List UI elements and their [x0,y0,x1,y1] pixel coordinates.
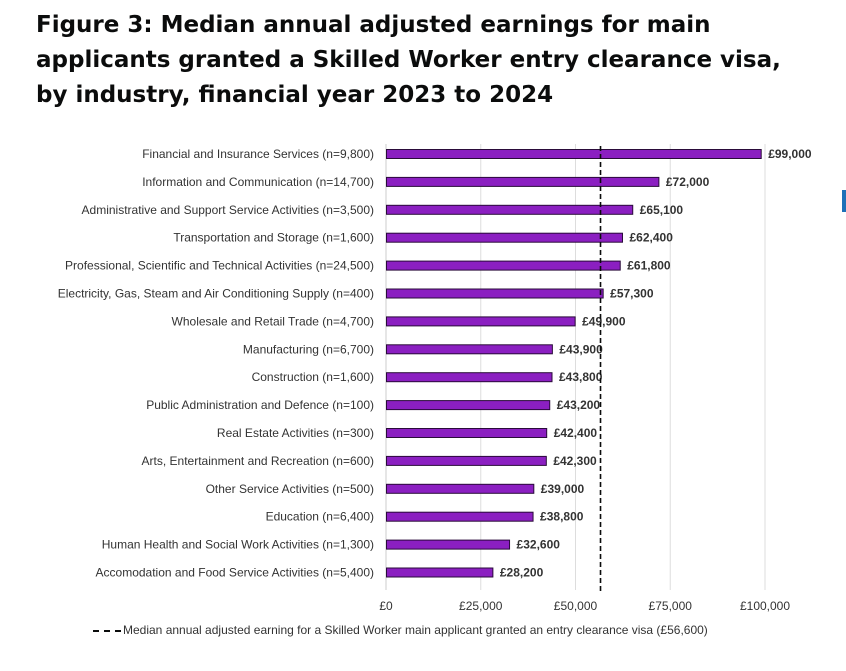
data-label: £72,000 [666,175,710,189]
bar [386,483,535,494]
x-tick-label: £100,000 [740,599,790,613]
category-label: Accomodation and Food Service Activities… [96,566,374,580]
data-label: £43,200 [557,398,601,412]
category-label: Information and Communication (n=14,700) [142,175,374,189]
page-edge-marker [842,190,846,212]
category-label: Education (n=6,400) [266,510,374,524]
bar [386,400,551,411]
bar [386,232,623,243]
category-label: Manufacturing (n=6,700) [243,342,374,356]
data-label: £32,600 [517,538,561,552]
labels: £0 £25,000 £50,000 £75,000 £100,000 Financial… [58,147,812,613]
bar [386,428,548,438]
category-label: Real Estate Activities (n=300) [217,426,374,440]
data-label: £61,800 [627,259,671,273]
category-label: Administrative and Support Service Activ… [82,203,374,217]
bar [386,316,576,327]
data-label: £38,800 [540,510,584,524]
x-tick-label: £50,000 [554,599,598,613]
legend: Median annual adjusted earning for a Ski… [93,623,708,637]
data-label: £65,100 [640,203,684,217]
bar [386,539,511,550]
x-tick-label: £0 [379,599,393,613]
category-label: Professional, Scientific and Technical A… [65,259,374,273]
bar [386,455,547,466]
data-label: £62,400 [629,231,673,245]
bar [386,288,604,299]
bar [386,372,553,383]
category-label: Arts, Entertainment and Recreation (n=60… [142,454,374,468]
bar [386,567,494,578]
data-label: £99,000 [768,147,812,161]
bar [386,176,660,187]
category-label: Public Administration and Defence (n=100… [146,398,374,412]
legend-dash-icon [93,629,121,632]
bar [386,344,553,355]
bar [386,149,762,159]
data-label: £42,300 [553,454,597,468]
data-label: £43,900 [559,342,603,356]
category-label: Construction (n=1,600) [252,370,374,384]
bar [386,511,534,522]
data-label: £49,900 [582,314,626,328]
category-label: Wholesale and Retail Trade (n=4,700) [172,314,374,328]
category-label: Transportation and Storage (n=1,600) [173,231,374,245]
data-label: £43,800 [559,370,603,384]
bar [386,204,634,215]
data-label: £57,300 [610,287,654,301]
data-label: £42,400 [554,426,598,440]
bars [386,149,762,578]
chart-title: Figure 3: Median annual adjusted earning… [36,12,781,108]
category-label: Other Service Activities (n=500) [206,482,374,496]
x-tick-label: £25,000 [459,599,503,613]
bar [386,260,621,271]
category-label: Human Health and Social Work Activities … [102,538,374,552]
x-tick-label: £75,000 [649,599,693,613]
data-label: £28,200 [500,566,544,580]
category-label: Electricity, Gas, Steam and Air Conditio… [58,287,374,301]
legend-label: Median annual adjusted earning for a Ski… [123,623,708,637]
category-label: Financial and Insurance Services (n=9,80… [142,147,374,161]
data-label: £39,000 [541,482,585,496]
